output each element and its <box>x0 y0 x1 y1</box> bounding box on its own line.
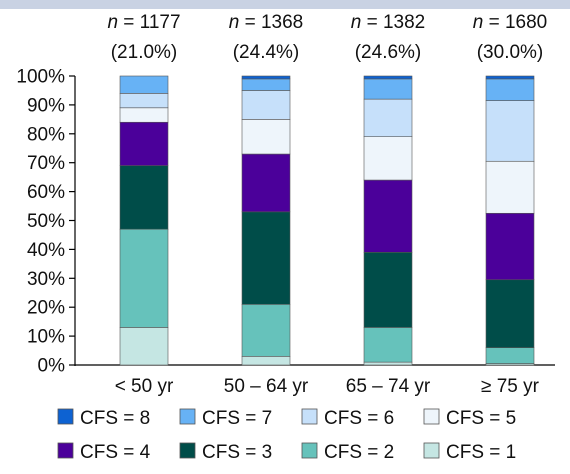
n-value: = 1382 <box>361 12 425 33</box>
percent-share-label: (24.6%) <box>355 42 422 63</box>
category-label: 65 – 74 yr <box>346 376 431 397</box>
legend-swatch-8 <box>57 408 74 425</box>
bar-segment-2-2 <box>363 327 413 363</box>
legend-label: CFS = 7 <box>202 408 272 429</box>
n-symbol: n <box>473 12 484 33</box>
legend-label: CFS = 5 <box>446 408 516 429</box>
bar-segment-6-1 <box>241 90 291 120</box>
n-count-label: n = 1382 <box>351 12 426 33</box>
category-label: ≥ 75 yr <box>481 376 540 397</box>
legend-label: CFS = 2 <box>324 442 394 463</box>
bar-segment-7-1 <box>241 78 291 91</box>
bar-segment-4-2 <box>363 179 413 253</box>
legend-swatch-4 <box>57 442 74 459</box>
bar-segment-3-2 <box>363 251 413 328</box>
legend-label: CFS = 4 <box>80 442 151 463</box>
y-tick-label: 100% <box>16 67 65 88</box>
bar-segment-1-0 <box>119 327 169 366</box>
legend-swatch-1 <box>423 442 440 459</box>
bar-segment-2-3 <box>485 347 535 364</box>
bar-segment-3-1 <box>241 211 291 305</box>
n-symbol: n <box>229 12 240 33</box>
legend-label: CFS = 6 <box>324 408 394 429</box>
bar-segment-7-3 <box>485 78 535 101</box>
bar-segment-3-0 <box>119 165 169 230</box>
y-tick-label: 90% <box>27 95 65 116</box>
bar-segment-6-0 <box>119 93 169 109</box>
bar-segment-5-1 <box>241 119 291 155</box>
n-count-label: n = 1177 <box>107 12 180 33</box>
legend-label: CFS = 1 <box>446 442 516 463</box>
category-label: < 50 yr <box>115 376 174 397</box>
y-tick-label: 40% <box>27 240 65 261</box>
percent-share-label: (30.0%) <box>477 42 544 63</box>
legend-swatch-7 <box>179 408 196 425</box>
n-symbol: n <box>351 12 362 33</box>
legend-label: CFS = 8 <box>80 408 150 429</box>
bar-segment-5-0 <box>119 107 169 123</box>
n-symbol: n <box>107 12 118 33</box>
y-tick-label: 60% <box>27 182 65 203</box>
bar-segment-4-3 <box>485 212 535 281</box>
y-tick-label: 50% <box>27 211 65 232</box>
y-tick-label: 30% <box>27 269 65 290</box>
legend-swatch-6 <box>301 408 318 425</box>
n-count-label: n = 1680 <box>473 12 548 33</box>
legend-swatch-5 <box>423 408 440 425</box>
legend-swatch-2 <box>301 442 318 459</box>
y-tick-label: 0% <box>38 356 66 377</box>
n-value: = 1368 <box>239 12 303 33</box>
top-strip <box>0 0 570 9</box>
y-tick-label: 80% <box>27 124 65 145</box>
y-tick-label: 70% <box>27 153 65 174</box>
y-tick-label: 10% <box>27 327 65 348</box>
bar-segment-5-3 <box>485 160 535 214</box>
bar-segment-8-1 <box>241 75 291 80</box>
bar-segment-8-2 <box>363 75 413 80</box>
bar-segment-8-3 <box>485 75 535 80</box>
bar-segment-6-2 <box>363 98 413 137</box>
category-label: 50 – 64 yr <box>224 376 309 397</box>
bar-segment-1-1 <box>241 356 291 366</box>
legend-swatch-3 <box>179 442 196 459</box>
legend-label: CFS = 3 <box>202 442 272 463</box>
bar-segment-1-2 <box>363 361 413 366</box>
bar-segment-4-1 <box>241 153 291 213</box>
bar-segment-7-2 <box>363 78 413 100</box>
bar-segment-3-3 <box>485 279 535 348</box>
bar-segment-2-0 <box>119 228 169 328</box>
bar-segment-2-1 <box>241 304 291 357</box>
bar-segment-7-0 <box>119 75 169 94</box>
bar-segment-4-0 <box>119 121 169 166</box>
percent-share-label: (24.4%) <box>233 42 300 63</box>
bar-segment-6-3 <box>485 100 535 162</box>
y-tick-label: 20% <box>27 298 65 319</box>
n-value: = 1680 <box>483 12 547 33</box>
n-count-label: n = 1368 <box>229 12 304 33</box>
n-value: = 1177 <box>118 12 181 33</box>
percent-share-label: (21.0%) <box>111 42 178 63</box>
bar-segment-5-2 <box>363 136 413 181</box>
